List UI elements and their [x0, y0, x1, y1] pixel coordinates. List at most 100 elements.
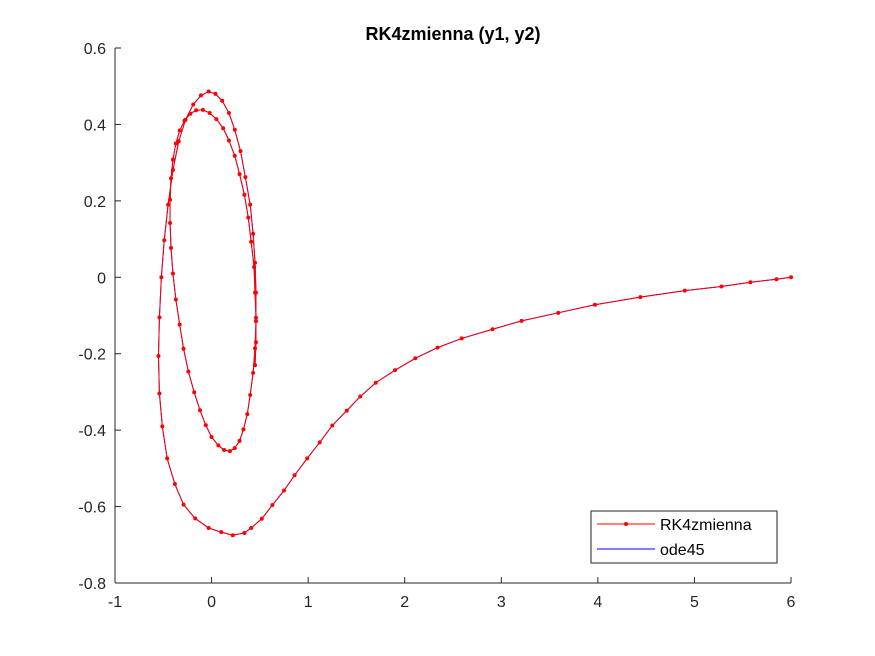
data-point: [194, 108, 199, 113]
data-point: [214, 117, 219, 122]
data-point: [181, 346, 186, 351]
data-point: [172, 482, 177, 487]
legend-marker-rk4zmienna: [624, 522, 628, 526]
data-point: [259, 516, 264, 521]
data-point: [242, 530, 247, 535]
data-point: [181, 502, 186, 507]
x-tick-label: 4: [593, 594, 602, 611]
plot-area: [156, 89, 793, 538]
data-point: [252, 264, 257, 269]
data-point: [292, 473, 297, 478]
data-point: [169, 176, 174, 181]
x-tick-label: -1: [108, 594, 122, 611]
data-point: [789, 275, 793, 280]
data-point: [638, 295, 643, 300]
x-tick-label: 5: [690, 594, 699, 611]
data-point: [253, 319, 258, 324]
x-tick-label: 2: [400, 594, 409, 611]
data-point: [270, 503, 275, 508]
data-point: [305, 456, 310, 461]
data-point: [226, 110, 231, 115]
data-point: [245, 412, 250, 417]
data-point: [317, 440, 322, 445]
data-point: [682, 288, 687, 293]
data-point: [170, 167, 175, 172]
data-point: [459, 336, 464, 341]
x-ticks: -1 0 1 2 3 4 5 6: [108, 577, 796, 611]
data-point: [173, 141, 178, 146]
data-point: [206, 525, 211, 530]
axes: -1 0 1 2 3 4 5 6 -0.8 -0.6 -0.4 -0.2 0 0.2 0.4 0.6: [78, 41, 795, 611]
data-point: [197, 408, 202, 413]
y-tick-label: 0: [97, 270, 106, 287]
data-point: [213, 91, 218, 96]
data-point: [253, 340, 258, 345]
data-point: [373, 380, 378, 385]
data-point: [774, 277, 779, 282]
legend-entry-rk4zmienna: RK4zmienna: [597, 517, 752, 534]
data-point: [219, 530, 224, 535]
data-point: [232, 127, 237, 132]
data-point: [253, 290, 258, 295]
data-point: [177, 128, 182, 133]
x-tick-label: 6: [787, 594, 796, 611]
data-point: [165, 456, 170, 461]
y-tick-label: 0.6: [84, 41, 106, 58]
data-point: [330, 423, 335, 428]
series-layer: [156, 89, 793, 538]
data-point: [157, 315, 162, 320]
data-point: [232, 153, 237, 158]
data-point: [156, 354, 161, 359]
data-point: [243, 175, 248, 180]
data-point: [393, 368, 398, 373]
data-point: [241, 427, 246, 432]
data-point: [221, 126, 226, 131]
data-point: [203, 423, 208, 428]
data-point: [237, 438, 242, 443]
y-tick-label: -0.4: [78, 423, 106, 440]
data-point: [230, 533, 235, 538]
data-point: [251, 231, 256, 236]
data-point: [168, 197, 173, 202]
data-point: [556, 310, 561, 315]
y-tick-label: 0.4: [84, 117, 106, 134]
data-point: [170, 157, 175, 162]
data-point: [253, 315, 258, 320]
data-point: [238, 149, 243, 154]
data-point: [227, 449, 232, 454]
data-point: [176, 139, 181, 144]
data-point: [222, 448, 227, 453]
data-point: [193, 516, 198, 521]
data-point: [251, 370, 256, 375]
data-point: [170, 271, 175, 276]
data-point: [157, 391, 162, 396]
data-point: [226, 138, 231, 143]
data-point: [282, 488, 286, 493]
data-point: [177, 322, 182, 327]
data-point: [160, 424, 165, 429]
data-point: [253, 363, 258, 368]
data-point: [182, 118, 187, 123]
y-tick-label: 0.2: [84, 194, 106, 211]
data-point: [220, 98, 225, 103]
legend-box: [590, 510, 778, 564]
data-point: [232, 446, 237, 451]
legend: RK4zmienna ode45: [590, 510, 778, 564]
data-point: [191, 102, 196, 107]
data-point: [186, 369, 191, 374]
data-point: [198, 93, 203, 98]
legend-entry-ode45: ode45: [597, 542, 705, 559]
data-point: [519, 318, 524, 323]
data-point: [242, 192, 247, 197]
data-point: [209, 435, 214, 440]
data-point: [159, 275, 164, 280]
legend-label-rk4zmienna: RK4zmienna: [660, 517, 752, 534]
chart-title: RK4zmienna (y1, y2): [365, 24, 540, 44]
data-point: [192, 390, 197, 395]
data-point: [249, 239, 254, 244]
x-tick-label: 0: [207, 594, 216, 611]
data-point: [490, 327, 495, 332]
data-point: [748, 280, 753, 285]
data-point: [253, 260, 258, 265]
